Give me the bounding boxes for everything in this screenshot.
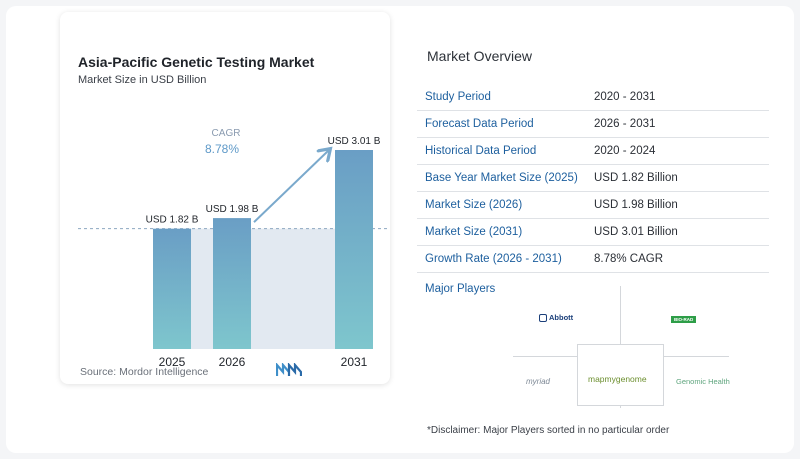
overview-row-value: USD 3.01 Billion — [594, 226, 678, 238]
data-label: USD 1.98 B — [206, 204, 259, 215]
market-overview-title: Market Overview — [427, 48, 533, 64]
chart-source: Source: Mordor Intelligence — [80, 366, 209, 378]
overview-row-label: Base Year Market Size (2025) — [425, 172, 578, 184]
overview-row: Growth Rate (2026 - 2031) 8.78% CAGR — [417, 246, 769, 273]
bar-chart: USD 1.82 B 2025 USD 1.98 B 2026 USD 3.01 B 20… — [78, 128, 390, 369]
cagr-label: CAGR — [212, 128, 241, 139]
overview-row-label: Market Size (2031) — [425, 226, 523, 238]
mordor-logo-icon — [276, 363, 302, 376]
chart-title: Asia-Pacific Genetic Testing Market — [78, 54, 315, 70]
abbott-logo-icon — [539, 314, 547, 323]
overview-row: Market Size (2031) USD 3.01 Billion — [417, 219, 769, 246]
overview-row-label: Historical Data Period — [425, 145, 537, 157]
data-label: USD 3.01 B — [328, 136, 381, 147]
overview-row: Forecast Data Period 2026 - 2031 — [417, 111, 769, 138]
bio-rad-logo: BIO-RAD — [671, 316, 697, 323]
x-tick-label: 2026 — [219, 355, 246, 369]
overview-row: Study Period 2020 - 2031 — [417, 84, 769, 111]
chart-card: Asia-Pacific Genetic Testing Market Mark… — [60, 12, 390, 384]
bar-2026 — [213, 218, 251, 349]
mapmygenome-logo: mapmygenome — [588, 374, 647, 384]
data-label: USD 1.82 B — [146, 215, 199, 226]
cagr-value: 8.78% — [205, 142, 239, 156]
cagr-arrow — [253, 150, 329, 223]
myriad-logo: myriad — [526, 377, 551, 386]
chart-subtitle: Market Size in USD Billion — [78, 74, 207, 86]
overview-row-value: USD 1.98 Billion — [594, 199, 678, 211]
overview-row: Market Size (2026) USD 1.98 Billion — [417, 192, 769, 219]
overview-row-label: Forecast Data Period — [425, 118, 534, 130]
shaded-baseline-area — [191, 228, 335, 349]
disclaimer-text: *Disclaimer: Major Players sorted in no … — [427, 425, 670, 436]
x-tick-label: 2031 — [341, 355, 368, 369]
overview-row-value: 8.78% CAGR — [594, 253, 664, 265]
players-center-box — [577, 344, 664, 406]
overview-row-value: USD 1.82 Billion — [594, 172, 678, 184]
overview-row-label: Study Period — [425, 91, 491, 103]
abbott-logo: Abbott — [539, 313, 574, 323]
overview-row-value: 2020 - 2024 — [594, 145, 656, 157]
bar-2031 — [335, 150, 373, 349]
overview-row-value: 2020 - 2031 — [594, 91, 656, 103]
overview-row-label: Market Size (2026) — [425, 199, 523, 211]
genomic-health-logo: Genomic Health — [676, 377, 730, 386]
overview-row-value: 2026 - 2031 — [594, 118, 656, 130]
overview-row: Base Year Market Size (2025) USD 1.82 Bi… — [417, 165, 769, 192]
overview-row: Historical Data Period 2020 - 2024 — [417, 138, 769, 165]
overview-row-label: Growth Rate (2026 - 2031) — [425, 253, 562, 265]
major-players-title: Major Players — [425, 283, 496, 295]
x-tick-label: 2025 — [159, 355, 186, 369]
abbott-logo-text: Abbott — [549, 313, 574, 322]
bar-2025 — [153, 228, 191, 349]
